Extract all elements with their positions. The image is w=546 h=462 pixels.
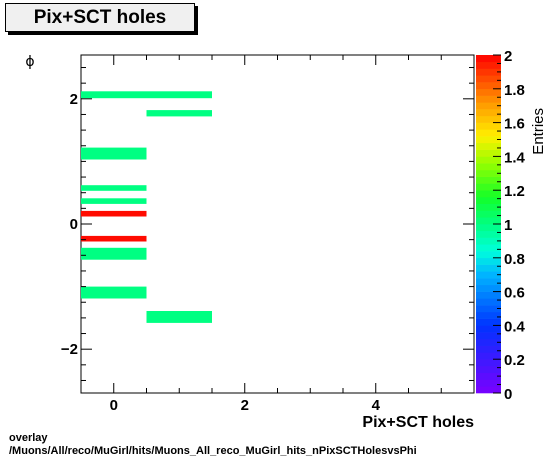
colorbar-band: [476, 183, 501, 191]
colorbar-band: [476, 230, 501, 238]
colorbar-label: Entries: [530, 108, 546, 155]
heatmap-cell: [81, 198, 147, 204]
heatmap-cell: [81, 147, 147, 160]
colorbar-band: [476, 122, 501, 130]
x-tick-label: 4: [372, 397, 381, 414]
colorbar-tick-label: 1.8: [504, 82, 525, 99]
heatmap-cell: [81, 286, 147, 299]
colorbar-tick-label: 0.4: [504, 318, 526, 335]
heatmap-cell: [146, 110, 212, 117]
x-axis-label: Pix+SCT holes: [362, 414, 474, 431]
axes: 0 2 4 −2 0 2: [61, 55, 475, 414]
colorbar-band: [476, 176, 501, 184]
colorbar-band: [476, 163, 501, 171]
colorbar-band: [476, 115, 501, 123]
y-tick-label: −2: [61, 341, 78, 358]
colorbar-band: [476, 190, 501, 198]
heatmap-cells: [81, 91, 212, 323]
colorbar-band: [476, 345, 501, 353]
footer-line-1: overlay: [9, 432, 48, 444]
colorbar-band: [476, 82, 501, 90]
plot-frame: [80, 54, 475, 394]
colorbar-tick-label: 0.2: [504, 352, 525, 369]
colorbar-band: [476, 142, 501, 150]
colorbar-tick-label: 1.2: [504, 183, 525, 200]
colorbar-band: [476, 311, 501, 319]
colorbar-band: [476, 203, 501, 211]
colorbar-tick-label: 1.6: [504, 116, 525, 133]
colorbar-band: [476, 109, 501, 117]
colorbar-band: [476, 224, 501, 232]
colorbar-band: [476, 291, 501, 299]
y-tick-label: 2: [70, 91, 78, 108]
colorbar-band: [476, 325, 501, 333]
colorbar-band: [476, 88, 501, 96]
footer-line-2: /Muons/All/reco/MuGirl/hits/Muons_All_re…: [9, 445, 417, 457]
colorbar-band: [476, 136, 501, 144]
colorbar-tick-label: 2: [504, 48, 512, 65]
colorbar-band: [476, 305, 501, 313]
heatmap-cell: [81, 235, 147, 242]
heatmap-cell: [81, 247, 147, 260]
colorbar-band: [476, 372, 501, 380]
colorbar-band: [476, 149, 501, 157]
colorbar-band: [476, 379, 501, 387]
colorbar-band: [476, 332, 501, 340]
x-tick-label: 0: [110, 397, 118, 414]
colorbar-band: [476, 61, 501, 69]
colorbar-band: [476, 251, 501, 259]
colorbar-band: [476, 271, 501, 279]
colorbar-band: [476, 68, 501, 76]
heatmap-cell: [81, 185, 147, 191]
colorbar-band: [476, 264, 501, 272]
colorbar-band: [476, 55, 501, 63]
colorbar-band: [476, 298, 501, 306]
color-scale: 0 0.2 0.4 0.6 0.8 1 1.2 1.4 1.6 1.8 2: [476, 48, 526, 403]
colorbar-band: [476, 359, 501, 367]
colorbar-band: [476, 278, 501, 286]
colorbar-tick-label: 1: [504, 217, 512, 234]
colorbar-band: [476, 284, 501, 292]
colorbar-band: [476, 210, 501, 218]
colorbar-band: [476, 102, 501, 110]
colorbar-band: [476, 318, 501, 326]
colorbar-band: [476, 338, 501, 346]
colorbar-band: [476, 352, 501, 360]
plot-title: Pix+SCT holes: [5, 3, 195, 32]
y-tick-label: 0: [70, 216, 78, 233]
colorbar-band: [476, 196, 501, 205]
x-tick-label: 2: [241, 397, 249, 414]
colorbar-band: [476, 244, 501, 252]
colorbar-band: [476, 365, 501, 374]
heatmap-cell: [146, 311, 212, 323]
colorbar-band: [476, 75, 501, 83]
footer: overlay /Muons/All/reco/MuGirl/hits/Muon…: [9, 432, 417, 458]
y-axis-label: ϕ: [25, 54, 34, 70]
colorbar-band: [476, 237, 501, 245]
colorbar-tick-label: 0: [504, 386, 512, 403]
colorbar-tick-label: 0.8: [504, 251, 525, 268]
colorbar-band: [476, 95, 501, 103]
heatmap-cell: [81, 91, 212, 99]
colorbar-band: [476, 386, 501, 394]
colorbar-band: [476, 217, 501, 225]
colorbar-tick-label: 0.6: [504, 285, 525, 302]
colorbar-band: [476, 169, 501, 177]
heatmap-cell: [81, 210, 147, 217]
colorbar-band: [476, 129, 501, 137]
colorbar-band: [476, 257, 501, 265]
colorbar-band: [476, 156, 501, 164]
colorbar-tick-label: 1.4: [504, 149, 526, 166]
